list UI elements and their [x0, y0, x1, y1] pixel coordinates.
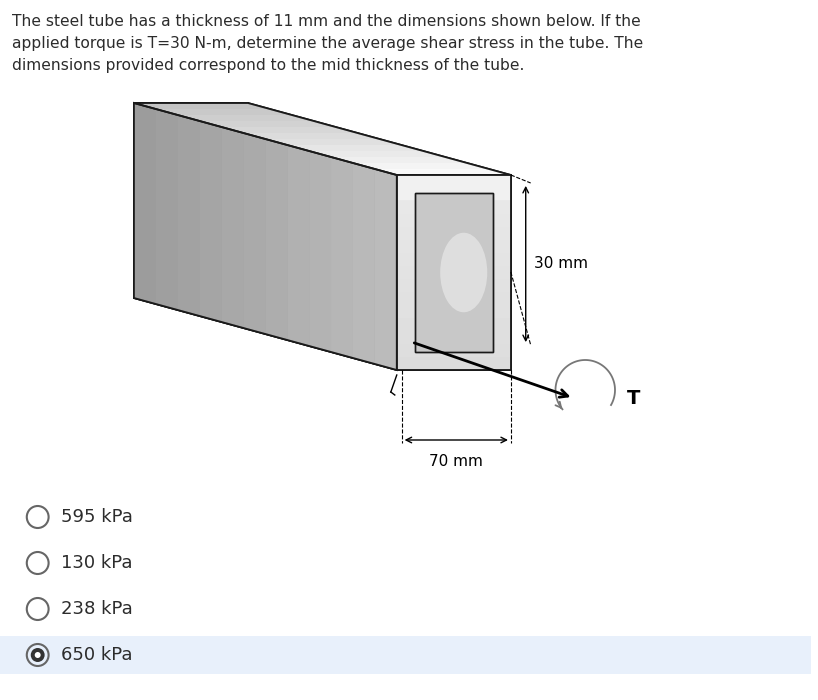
- Polygon shape: [397, 305, 511, 318]
- Polygon shape: [353, 163, 375, 364]
- Text: 130 kPa: 130 kPa: [61, 554, 133, 572]
- Polygon shape: [178, 115, 200, 316]
- Polygon shape: [134, 103, 270, 109]
- Polygon shape: [244, 133, 265, 334]
- Polygon shape: [397, 214, 511, 227]
- Polygon shape: [397, 253, 511, 266]
- Polygon shape: [331, 157, 467, 163]
- Bar: [0, 636, 811, 674]
- Text: The steel tube has a thickness of 11 mm and the dimensions shown below. If the
a: The steel tube has a thickness of 11 mm …: [12, 14, 643, 74]
- Polygon shape: [397, 240, 511, 253]
- Polygon shape: [155, 109, 292, 115]
- Polygon shape: [397, 344, 511, 357]
- Polygon shape: [397, 188, 511, 201]
- Polygon shape: [397, 357, 511, 370]
- Text: 238 kPa: 238 kPa: [61, 600, 133, 618]
- Polygon shape: [265, 139, 287, 340]
- Polygon shape: [222, 127, 357, 133]
- Polygon shape: [397, 331, 511, 344]
- Polygon shape: [353, 163, 489, 169]
- Text: 650 kPa: 650 kPa: [61, 646, 133, 664]
- Polygon shape: [200, 121, 335, 127]
- Polygon shape: [178, 115, 313, 121]
- Polygon shape: [397, 175, 511, 370]
- Polygon shape: [397, 279, 511, 292]
- Text: 595 kPa: 595 kPa: [61, 508, 133, 526]
- Polygon shape: [375, 169, 511, 175]
- Polygon shape: [309, 151, 331, 352]
- Polygon shape: [222, 127, 244, 328]
- Polygon shape: [375, 169, 397, 370]
- Polygon shape: [134, 298, 511, 370]
- Polygon shape: [397, 227, 511, 240]
- Circle shape: [34, 652, 41, 658]
- Polygon shape: [397, 266, 511, 279]
- Polygon shape: [415, 193, 493, 352]
- Polygon shape: [397, 292, 511, 305]
- Circle shape: [31, 648, 45, 662]
- Polygon shape: [134, 103, 397, 370]
- Polygon shape: [397, 318, 511, 331]
- Polygon shape: [397, 175, 511, 188]
- Text: 70 mm: 70 mm: [429, 454, 483, 469]
- Polygon shape: [155, 109, 178, 310]
- Text: T: T: [627, 389, 640, 407]
- Polygon shape: [331, 157, 353, 358]
- Ellipse shape: [440, 232, 488, 312]
- Polygon shape: [244, 133, 380, 139]
- Text: 30 mm: 30 mm: [533, 256, 587, 272]
- Polygon shape: [397, 175, 511, 200]
- Polygon shape: [287, 145, 423, 151]
- Polygon shape: [200, 121, 222, 322]
- Polygon shape: [134, 103, 511, 175]
- Polygon shape: [134, 103, 248, 298]
- Polygon shape: [309, 151, 445, 157]
- Polygon shape: [134, 103, 155, 304]
- Polygon shape: [287, 145, 309, 346]
- Polygon shape: [397, 201, 511, 214]
- Polygon shape: [265, 139, 402, 145]
